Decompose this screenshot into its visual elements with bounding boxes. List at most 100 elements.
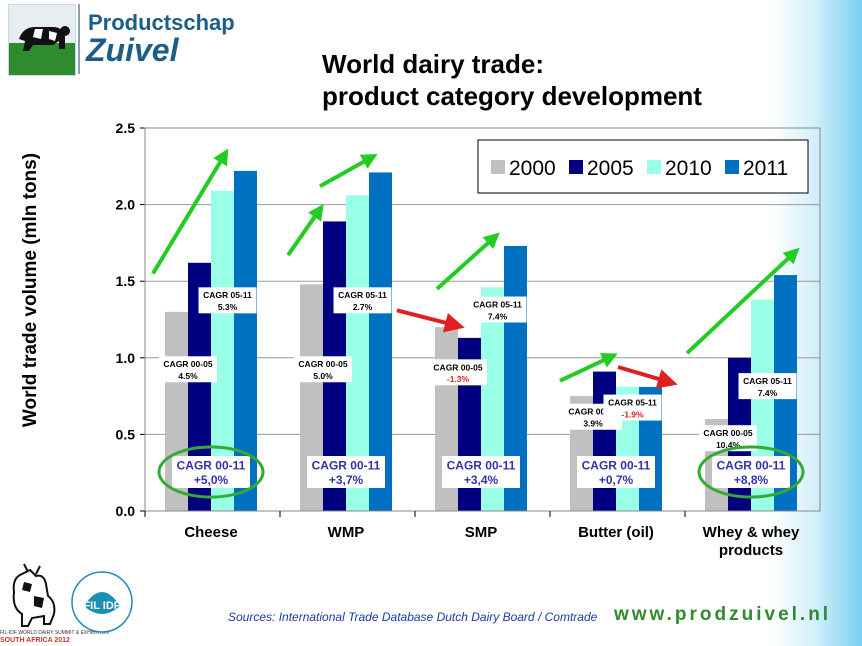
bar bbox=[234, 170, 257, 511]
cagr-value: +5,0% bbox=[194, 473, 229, 487]
cagr-box bbox=[333, 287, 392, 314]
cagr-box bbox=[159, 356, 217, 383]
cagr-value: +8,8% bbox=[734, 473, 769, 487]
cagr-box bbox=[738, 373, 797, 400]
plot-frame bbox=[144, 127, 821, 512]
cagr-00-05-label: CAGR 00-05 -1.3% bbox=[429, 359, 487, 386]
x-category-label: Butter (oil) bbox=[578, 524, 654, 541]
highlight-ring bbox=[157, 445, 265, 499]
cagr-00-11-label: CAGR 00-11+3,7% bbox=[307, 456, 385, 488]
bar bbox=[346, 195, 369, 511]
legend-swatch bbox=[569, 160, 583, 174]
cagr-value: +0,7% bbox=[599, 473, 634, 487]
event-caption: FIL-IDF WORLD DAIRY SUMMIT & EXHIBITION bbox=[0, 630, 109, 636]
cagr-label: CAGR 05-11 bbox=[338, 290, 387, 300]
logo-divider bbox=[78, 4, 80, 74]
cagr-label: CAGR 00-11 bbox=[717, 458, 786, 472]
cagr-label: CAGR 00-11 bbox=[582, 458, 651, 472]
legend-frame bbox=[477, 139, 809, 194]
cagr-value: 7.4% bbox=[758, 388, 778, 398]
cagr-value: 5.0% bbox=[313, 371, 333, 381]
x-category-label: Whey & whey bbox=[703, 524, 800, 541]
y-tick-label: 1.5 bbox=[116, 273, 136, 289]
cagr-05-11-label: CAGR 05-11 2.7% bbox=[333, 287, 392, 314]
y-tick-label: 2.5 bbox=[116, 120, 136, 136]
cow-brand-logo bbox=[8, 4, 76, 76]
fil-idf-logo: FIL IDF bbox=[71, 571, 133, 633]
trend-arrow-up bbox=[435, 232, 500, 291]
sources-note: Sources: International Trade Database Du… bbox=[228, 610, 598, 624]
cagr-label: CAGR 05-11 bbox=[608, 397, 657, 407]
cagr-box bbox=[307, 456, 385, 488]
cagr-value: 3.9% bbox=[583, 419, 603, 429]
cagr-05-11-label: CAGR 05-11 -1.9% bbox=[603, 394, 662, 421]
cagr-box bbox=[577, 456, 655, 488]
trend-arrow-down bbox=[617, 365, 678, 389]
summit-cow-logo bbox=[12, 563, 56, 627]
slide-title: World dairy trade: product category deve… bbox=[322, 48, 702, 112]
legend-entry: 2000 bbox=[509, 157, 556, 180]
cagr-05-11-label: CAGR 05-11 7.4% bbox=[468, 296, 527, 323]
x-category-label: Cheese bbox=[184, 524, 237, 541]
cagr-label: CAGR 05-11 bbox=[743, 376, 792, 386]
bar bbox=[593, 371, 616, 511]
legend: 2000 2005 2010 2011 bbox=[477, 139, 809, 194]
cagr-value: +3,4% bbox=[464, 473, 499, 487]
cagr-label: CAGR 00-11 bbox=[447, 458, 516, 472]
cagr-label: CAGR 00-05 bbox=[568, 407, 617, 417]
event-place: SOUTH AFRICA 2012 bbox=[0, 637, 70, 644]
bar bbox=[300, 284, 323, 511]
cagr-label: CAGR 00-05 bbox=[703, 428, 752, 438]
cagr-value: 10.4% bbox=[716, 440, 741, 450]
website-link[interactable]: www.prodzuivel.nl bbox=[614, 604, 832, 625]
brand-name-line2: Zuivel bbox=[86, 32, 179, 68]
cagr-value: 7.4% bbox=[488, 311, 508, 321]
x-category-label: products bbox=[719, 542, 783, 559]
legend-swatch bbox=[491, 160, 505, 174]
cagr-label: CAGR 00-05 bbox=[433, 362, 482, 372]
cagr-label: CAGR 05-11 bbox=[473, 299, 522, 309]
cagr-box bbox=[198, 287, 257, 314]
legend-entry: 2005 bbox=[587, 157, 634, 180]
cagr-00-11-label: CAGR 00-11+3,4% bbox=[442, 456, 520, 488]
cagr-00-11-label: CAGR 00-11+5,0% bbox=[172, 456, 250, 488]
cagr-value: -1.9% bbox=[621, 409, 644, 419]
cagr-label: CAGR 00-05 bbox=[163, 359, 212, 369]
cagr-value: +3,7% bbox=[329, 473, 364, 487]
fil-idf-text: FIL IDF bbox=[83, 600, 120, 612]
bar bbox=[481, 287, 504, 511]
legend-swatch bbox=[725, 160, 739, 174]
cagr-05-11-label: CAGR 05-11 5.3% bbox=[198, 287, 257, 314]
bar bbox=[211, 190, 234, 511]
y-tick-label: 1.0 bbox=[116, 350, 136, 366]
cagr-value: 5.3% bbox=[218, 302, 238, 312]
cagr-value: 2.7% bbox=[353, 302, 373, 312]
cagr-00-05-label: CAGR 00-05 5.0% bbox=[294, 356, 352, 383]
cagr-box bbox=[172, 456, 250, 488]
cagr-box bbox=[294, 356, 352, 383]
cagr-label: CAGR 00-05 bbox=[298, 359, 347, 369]
x-category-label: WMP bbox=[328, 524, 365, 541]
cagr-label: CAGR 00-11 bbox=[312, 458, 381, 472]
cagr-box bbox=[603, 394, 662, 421]
brand-name-line1: Productschap bbox=[88, 10, 235, 35]
trend-arrow-down bbox=[396, 308, 465, 333]
trend-arrow-up bbox=[559, 353, 618, 383]
y-tick-label: 2.0 bbox=[116, 197, 136, 213]
cagr-00-05-label: CAGR 00-05 4.5% bbox=[159, 356, 217, 383]
y-tick-label: 0.0 bbox=[116, 503, 136, 519]
legend-swatch bbox=[647, 160, 661, 174]
cagr-label: CAGR 05-11 bbox=[203, 290, 252, 300]
cagr-05-11-label: CAGR 05-11 7.4% bbox=[738, 373, 797, 400]
x-category-label: SMP bbox=[465, 524, 498, 541]
cagr-value: 4.5% bbox=[178, 371, 198, 381]
slide-title-line1: World dairy trade: bbox=[322, 49, 545, 79]
cagr-label: CAGR 00-11 bbox=[177, 458, 246, 472]
trend-arrow-up bbox=[319, 153, 378, 188]
cagr-box bbox=[429, 359, 487, 386]
slide-title-line2: product category development bbox=[322, 81, 702, 111]
legend-entry: 2010 bbox=[665, 157, 712, 180]
trend-arrow-up bbox=[286, 203, 324, 257]
cagr-box bbox=[712, 456, 790, 488]
